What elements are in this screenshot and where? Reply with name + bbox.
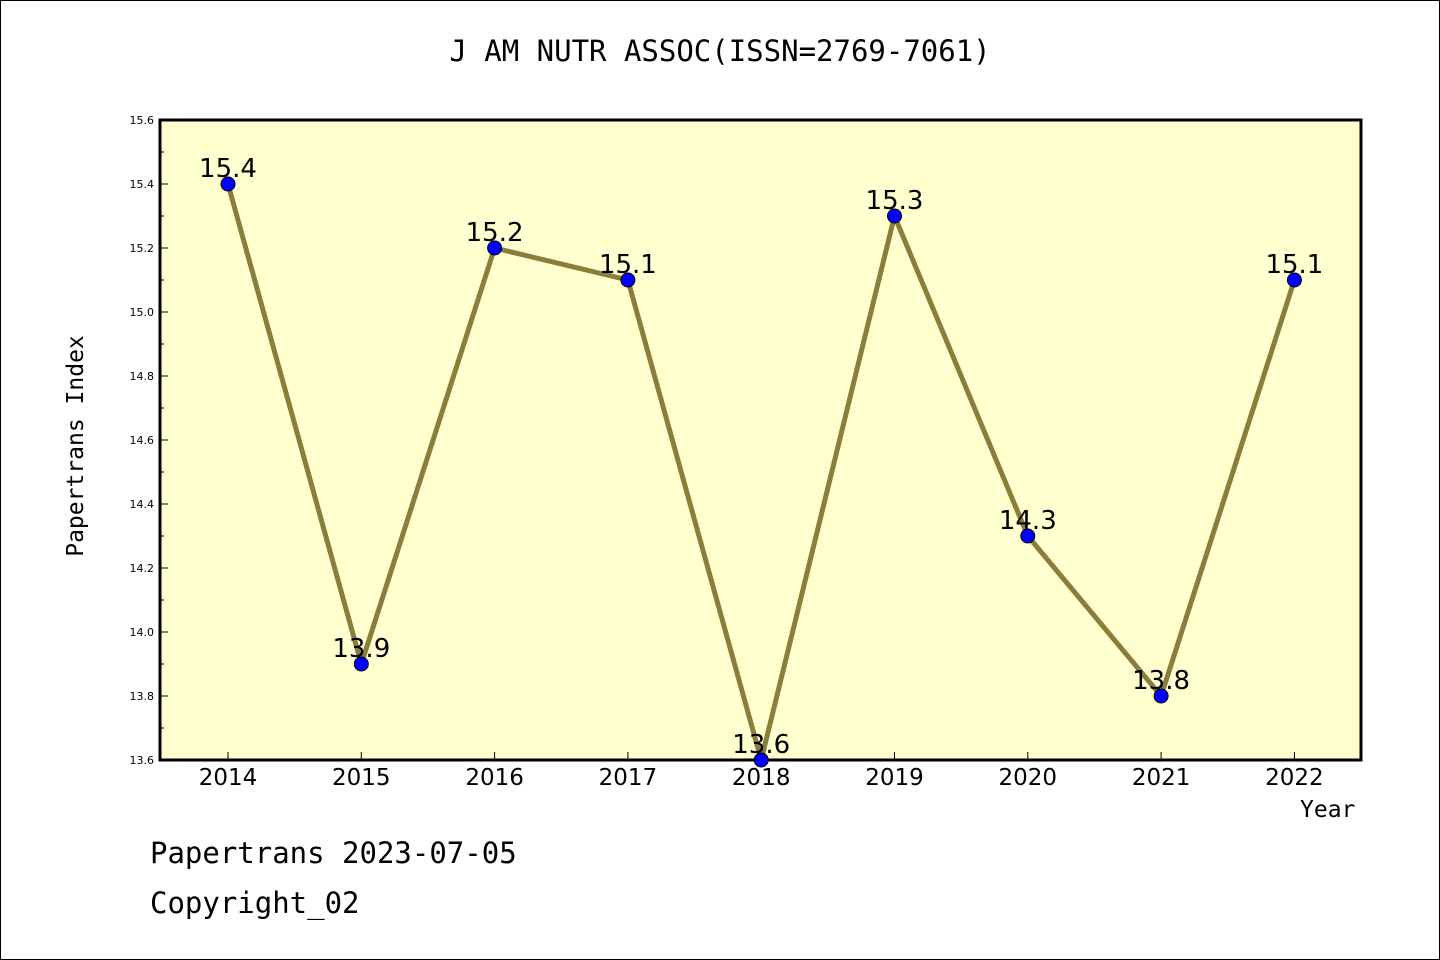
y-tick-label: 14.2 xyxy=(130,562,155,575)
data-point xyxy=(620,272,636,288)
x-tick-label: 2020 xyxy=(999,765,1058,791)
data-label: 15.3 xyxy=(866,186,924,216)
data-point xyxy=(353,656,369,672)
data-point xyxy=(753,752,769,768)
data-point xyxy=(487,240,503,256)
x-tick-label: 2017 xyxy=(599,765,658,791)
x-tick-label: 2022 xyxy=(1265,765,1324,791)
y-tick-label: 15.0 xyxy=(130,306,155,319)
chart-title: J AM NUTR ASSOC(ISSN=2769-7061) xyxy=(449,34,991,68)
y-tick-label: 13.6 xyxy=(130,754,155,767)
y-tick-label: 13.8 xyxy=(130,690,155,703)
y-tick-label: 15.6 xyxy=(130,114,155,127)
data-point xyxy=(1153,688,1169,704)
x-tick-label: 2014 xyxy=(199,765,258,791)
data-label: 13.6 xyxy=(732,730,790,760)
x-tick-label: 2021 xyxy=(1132,765,1191,791)
y-tick-label: 15.4 xyxy=(130,178,155,191)
x-tick-label: 2016 xyxy=(465,765,524,791)
data-label: 13.9 xyxy=(332,634,390,664)
y-tick-label: 14.6 xyxy=(130,434,155,447)
x-tick-label: 2018 xyxy=(732,765,791,791)
data-point xyxy=(1286,272,1302,288)
x-tick-label: 2015 xyxy=(332,765,391,791)
footer-date: Papertrans 2023-07-05 xyxy=(150,836,517,870)
data-label: 13.8 xyxy=(1132,666,1190,696)
data-label: 15.2 xyxy=(466,218,524,248)
data-point xyxy=(887,208,902,224)
y-tick-label: 14.8 xyxy=(130,370,155,383)
x-tick-label: 2019 xyxy=(865,765,924,791)
footer-copyright: Copyright_02 xyxy=(150,886,360,920)
data-label: 15.1 xyxy=(599,250,657,280)
data-label: 14.3 xyxy=(999,506,1057,536)
y-tick-label: 14.4 xyxy=(130,498,155,511)
data-label: 15.4 xyxy=(199,154,257,184)
data-point xyxy=(220,176,236,192)
y-tick-label: 14.0 xyxy=(130,626,155,639)
plot-area xyxy=(158,118,1363,762)
x-axis-label: Year xyxy=(1300,797,1356,823)
y-tick-label: 15.2 xyxy=(130,242,155,255)
data-label: 15.1 xyxy=(1265,250,1323,280)
data-point xyxy=(1020,528,1036,544)
